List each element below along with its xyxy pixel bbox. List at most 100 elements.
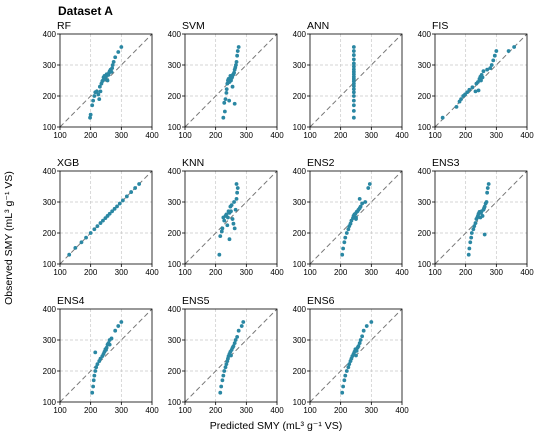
data-point [110, 209, 115, 214]
data-point [224, 91, 229, 95]
data-point [220, 378, 225, 383]
y-tick-label: 300 [293, 198, 307, 207]
plot-frame [59, 308, 153, 403]
data-point [107, 342, 112, 347]
scatter-panel: ANN 100 200 300 400 100 200 300 400 [293, 20, 410, 140]
data-point [120, 198, 125, 203]
panel-title: ENS4 [57, 295, 85, 307]
y-tick-label: 400 [43, 167, 57, 176]
data-point [470, 85, 475, 90]
data-point [356, 344, 361, 349]
scatter-panel: ENS4 100 200 300 400 100 200 300 400 [43, 295, 160, 415]
data-point [361, 328, 366, 333]
data-point [360, 334, 365, 339]
data-point [224, 87, 229, 92]
x-tick-label: 300 [240, 268, 254, 277]
data-point [234, 60, 239, 64]
data-point [224, 362, 229, 367]
x-tick-label: 100 [178, 406, 192, 415]
data-point [351, 94, 356, 98]
data-point [239, 324, 244, 328]
data-point [226, 215, 230, 220]
data-point [488, 66, 493, 70]
y-tick-label: 300 [168, 336, 182, 345]
data-point [351, 90, 356, 95]
data-point [88, 115, 92, 120]
data-point [351, 115, 356, 120]
plot-frame [59, 33, 153, 128]
data-point [232, 200, 236, 204]
data-point [351, 49, 356, 53]
data-point [88, 112, 93, 117]
y-tick-label: 400 [168, 167, 182, 176]
data-point [97, 84, 102, 89]
y-tick-label: 400 [418, 167, 432, 176]
x-tick-label: 400 [520, 131, 534, 140]
x-tick-label: 400 [395, 268, 409, 277]
x-tick-label: 400 [520, 268, 534, 277]
data-point [116, 324, 121, 328]
data-point [221, 115, 226, 120]
data-point [93, 369, 98, 373]
data-point [512, 45, 517, 49]
data-point [341, 246, 346, 251]
scatter-panel: ENS2 100 200 300 400 100 200 300 400 [293, 157, 410, 277]
y-tick-label: 300 [168, 61, 182, 70]
y-tick-label: 400 [293, 30, 307, 39]
data-point [342, 378, 347, 383]
x-tick-label: 200 [84, 406, 98, 415]
x-tick-label: 200 [334, 406, 348, 415]
x-tick-label: 400 [395, 131, 409, 140]
data-point [473, 89, 478, 94]
plot-frame [59, 170, 153, 265]
x-tick-label: 200 [459, 268, 473, 277]
data-point [351, 87, 356, 92]
data-point [351, 53, 356, 57]
panel-title: ENS5 [182, 295, 210, 307]
x-tick-label: 400 [270, 268, 284, 277]
x-tick-label: 100 [178, 268, 192, 277]
x-tick-label: 100 [428, 268, 442, 277]
data-point [480, 75, 485, 80]
y-tick-label: 300 [418, 61, 432, 70]
panel-title: ANN [307, 20, 329, 32]
data-point [354, 353, 358, 358]
scatter-panel: ENS5 100 200 300 400 100 200 300 400 [168, 295, 285, 415]
data-point [469, 235, 474, 240]
x-tick-label: 300 [115, 131, 129, 140]
data-point [104, 345, 109, 350]
data-point [223, 365, 228, 370]
data-point [223, 97, 228, 101]
data-point [232, 101, 237, 106]
data-point [222, 369, 227, 373]
data-point [351, 64, 356, 69]
x-tick-label: 200 [209, 406, 223, 415]
y-tick-label: 200 [293, 92, 307, 101]
data-point [233, 338, 238, 342]
data-point [224, 212, 229, 217]
data-point [222, 109, 227, 114]
y-tick-label: 200 [43, 229, 57, 238]
data-point [357, 197, 362, 201]
x-tick-label: 200 [84, 131, 98, 140]
panel-title: SVM [182, 20, 205, 32]
y-tick-label: 300 [293, 336, 307, 345]
plot-frame [184, 170, 278, 265]
data-point [482, 204, 487, 209]
data-point [79, 240, 84, 245]
data-point [467, 87, 472, 92]
data-point [137, 182, 142, 186]
data-point [101, 218, 105, 223]
scatter-panel: KNN 100 200 300 400 100 200 300 400 [168, 157, 285, 277]
data-point [440, 115, 445, 120]
data-point [476, 88, 481, 93]
y-tick-label: 100 [43, 123, 57, 132]
data-point [354, 348, 359, 353]
data-point [466, 252, 471, 257]
data-point [364, 324, 369, 328]
data-point [129, 190, 134, 194]
x-tick-label: 300 [115, 268, 129, 277]
data-point [235, 335, 240, 339]
data-point [113, 55, 118, 60]
